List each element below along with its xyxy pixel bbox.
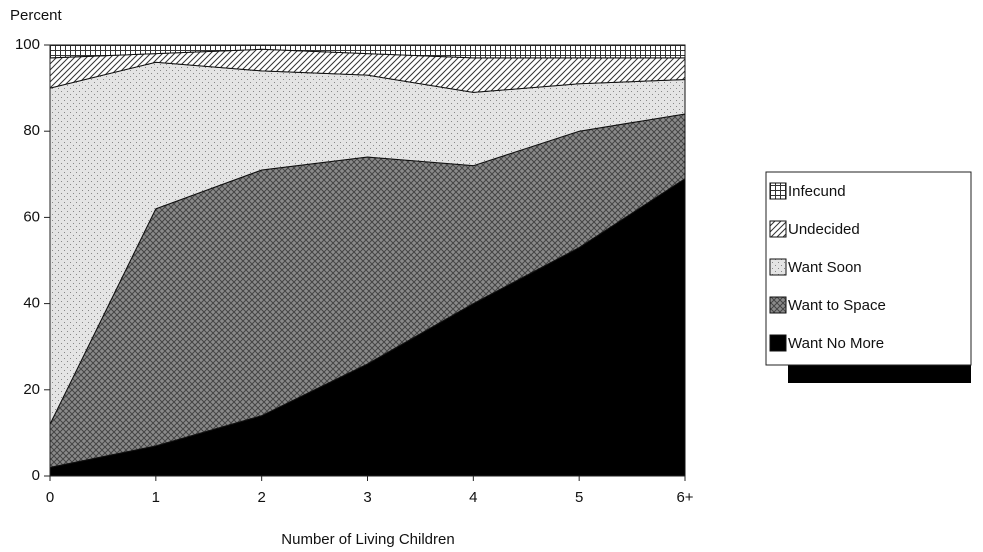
y-axis-label: Percent <box>10 7 63 24</box>
legend-swatch <box>769 334 787 352</box>
x-tick-label: 0 <box>46 489 54 506</box>
legend-swatch <box>769 220 787 238</box>
y-tick-label: 20 <box>23 381 40 398</box>
legend-swatch <box>769 296 787 314</box>
x-tick-label: 1 <box>152 489 160 506</box>
legend-label: Want Soon <box>788 259 862 276</box>
area <box>49 44 686 59</box>
x-axis-label: Number of Living Children <box>281 531 454 548</box>
legend-swatch <box>769 258 787 276</box>
legend-label: Want No More <box>788 335 884 352</box>
y-tick-label: 0 <box>32 467 40 484</box>
legend-swatch <box>769 182 787 200</box>
y-tick-label: 80 <box>23 122 40 139</box>
x-tick-label: 6+ <box>676 489 693 506</box>
y-tick-label: 60 <box>23 208 40 225</box>
legend-label: Undecided <box>788 221 860 238</box>
legend-label: Want to Space <box>788 297 886 314</box>
legend-label: Infecund <box>788 183 846 200</box>
x-tick-label: 3 <box>363 489 371 506</box>
x-tick-label: 4 <box>469 489 477 506</box>
x-tick-label: 2 <box>257 489 265 506</box>
legend-box <box>765 171 972 366</box>
y-tick-label: 100 <box>15 36 40 53</box>
y-tick-label: 40 <box>23 295 40 312</box>
x-tick-label: 5 <box>575 489 583 506</box>
